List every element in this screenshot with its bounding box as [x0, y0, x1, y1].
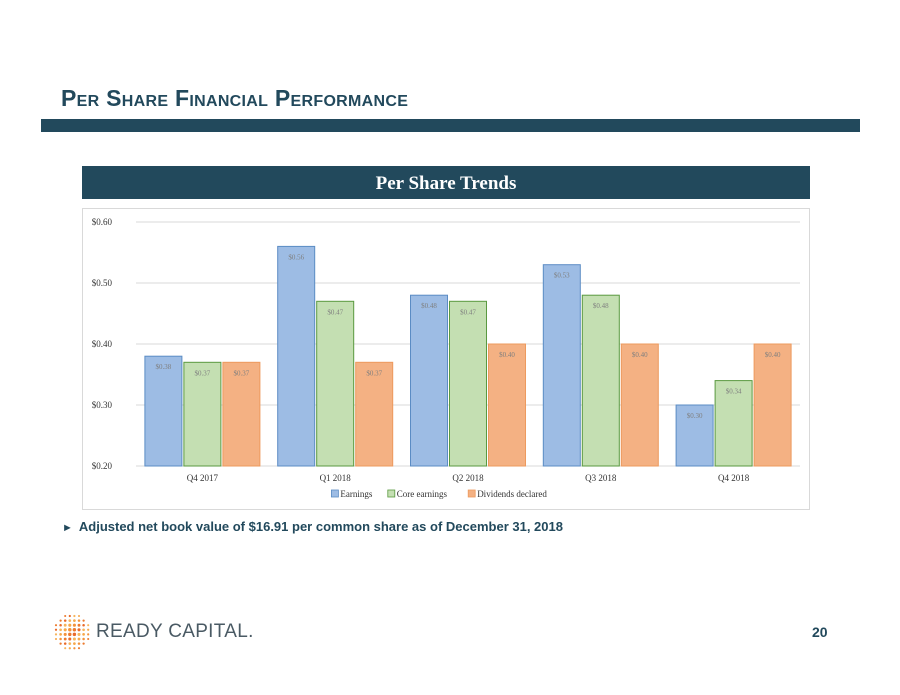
data-label: $0.48: [421, 302, 437, 310]
data-label: $0.47: [460, 308, 476, 316]
bar: [144, 355, 183, 467]
bullet-text: Adjusted net book value of $16.91 per co…: [78, 519, 563, 534]
x-tick-label: Q3 2018: [585, 473, 617, 483]
y-tick-label: $0.50: [92, 278, 113, 288]
legend-swatch: [467, 489, 476, 498]
data-label: $0.56: [288, 253, 304, 261]
bar: [714, 380, 753, 467]
x-tick-label: Q4 2018: [718, 473, 750, 483]
data-label: $0.40: [765, 351, 781, 359]
bar: [316, 300, 355, 467]
bar: [542, 264, 581, 467]
slide-title: Per Share Financial Performance: [61, 85, 409, 111]
bar: [222, 361, 261, 467]
y-tick-label: $0.20: [92, 461, 113, 471]
chart-title: Per Share Trends: [82, 166, 810, 199]
legend-label: Earnings: [340, 489, 372, 499]
logo-text: READY CAPITAL.: [96, 621, 254, 642]
bar: [449, 300, 487, 467]
x-tick-label: Q2 2018: [452, 473, 484, 483]
triangle-bullet-icon: ►: [62, 522, 73, 534]
bar: [410, 294, 448, 467]
data-label: $0.53: [554, 272, 570, 280]
data-label: $0.37: [234, 369, 250, 377]
company-logo: READY CAPITAL.: [52, 612, 272, 652]
data-label: $0.30: [687, 412, 703, 420]
data-label: $0.37: [366, 369, 382, 377]
bar: [488, 343, 526, 467]
data-label: $0.38: [156, 363, 172, 371]
data-label: $0.48: [593, 302, 609, 310]
bar-chart: $0.20 $0.30 $0.40 $0.50 $0.60 $0.38 $0.37 $0.37…: [82, 208, 810, 510]
y-tick-label: $0.60: [92, 217, 113, 227]
bar: [675, 404, 714, 467]
bar: [581, 294, 620, 467]
y-tick-label: $0.40: [92, 339, 113, 349]
data-label: $0.40: [632, 351, 648, 359]
x-tick-label: Q4 2017: [187, 473, 219, 483]
chart-canvas: $0.20 $0.30 $0.40 $0.50 $0.60 $0.38 $0.37 $0.37…: [82, 208, 810, 510]
bar: [620, 343, 659, 467]
bar: [355, 361, 394, 467]
bar: [183, 361, 222, 467]
data-label: $0.34: [726, 388, 742, 396]
y-tick-label: $0.30: [92, 400, 113, 410]
legend-label: Core earnings: [397, 489, 448, 499]
data-label: $0.47: [327, 308, 343, 316]
legend-swatch: [330, 489, 339, 498]
legend-swatch: [387, 489, 396, 498]
chart-frame: [82, 208, 810, 510]
title-divider-bar: [41, 119, 860, 132]
bar: [753, 343, 792, 467]
x-tick-label: Q1 2018: [320, 473, 352, 483]
logo-dots-icon: [54, 614, 90, 650]
data-label: $0.37: [195, 369, 211, 377]
page-number: 20: [812, 624, 828, 640]
legend-label: Dividends declared: [477, 489, 547, 499]
bullet-note: ► Adjusted net book value of $16.91 per c…: [62, 519, 563, 534]
data-label: $0.40: [499, 351, 515, 359]
bar: [277, 245, 316, 467]
